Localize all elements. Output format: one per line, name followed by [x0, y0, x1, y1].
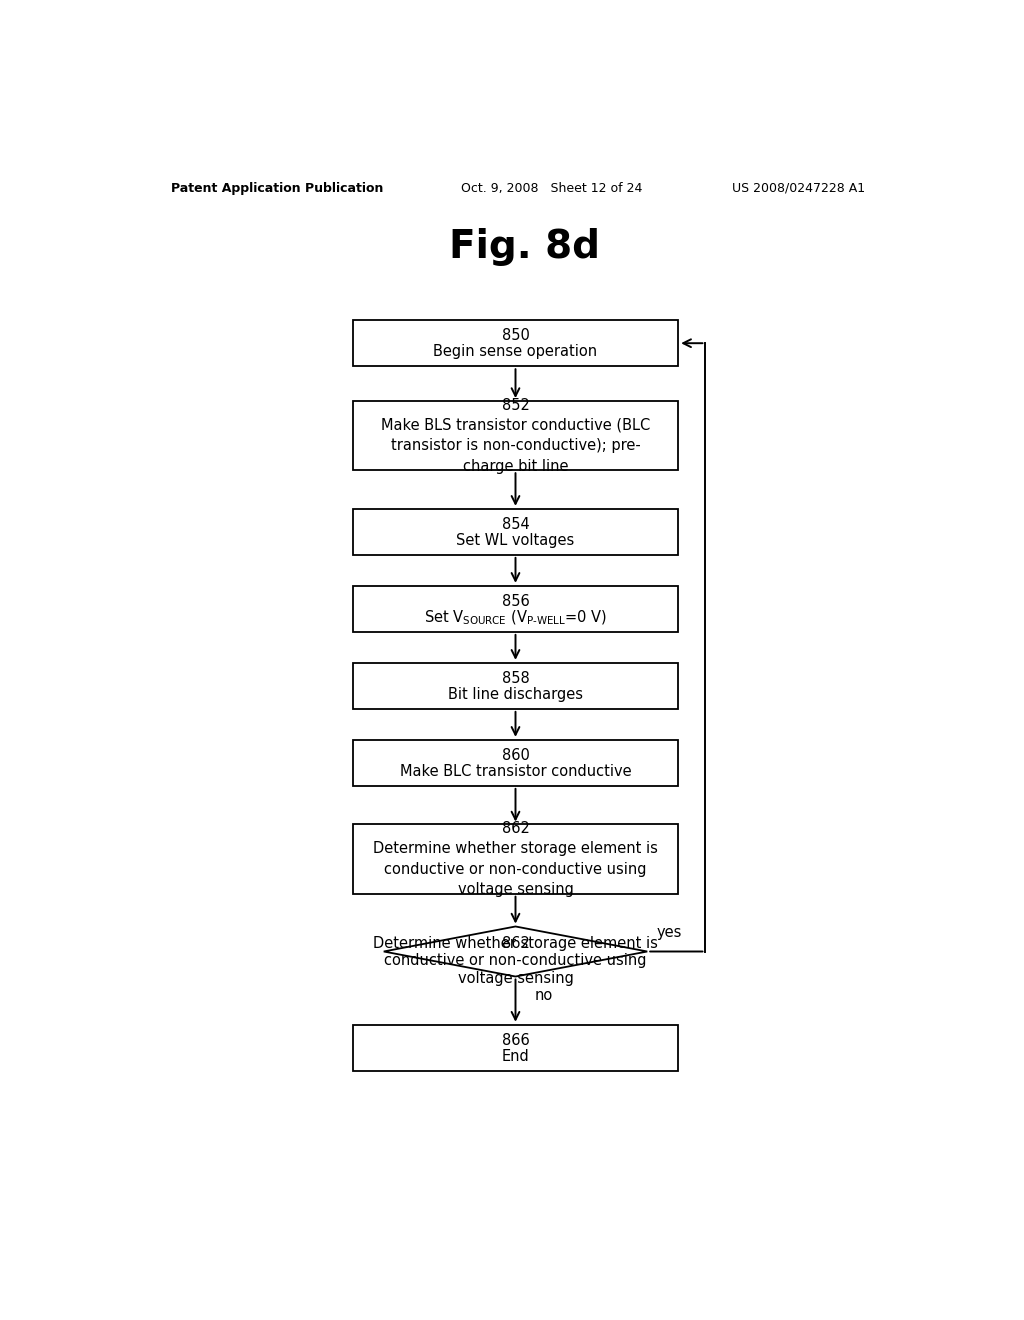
- FancyBboxPatch shape: [352, 586, 678, 632]
- Text: US 2008/0247228 A1: US 2008/0247228 A1: [732, 182, 865, 194]
- FancyBboxPatch shape: [352, 663, 678, 709]
- Polygon shape: [384, 927, 647, 977]
- FancyBboxPatch shape: [352, 508, 678, 554]
- Text: Begin sense operation: Begin sense operation: [433, 345, 598, 359]
- Text: 862: 862: [502, 936, 529, 952]
- Text: 862
Determine whether storage element is
conductive or non-conductive using
volt: 862 Determine whether storage element is…: [373, 821, 658, 898]
- Text: Patent Application Publication: Patent Application Publication: [171, 182, 383, 194]
- Text: End: End: [502, 1048, 529, 1064]
- Text: Make BLC transistor conductive: Make BLC transistor conductive: [399, 764, 632, 779]
- Text: yes: yes: [656, 925, 682, 940]
- Text: Determine whether storage element is
conductive or non-conductive using
voltage : Determine whether storage element is con…: [373, 936, 658, 986]
- Text: 852
Make BLS transistor conductive (BLC
transistor is non-conductive); pre-
char: 852 Make BLS transistor conductive (BLC …: [381, 397, 650, 474]
- Text: Fig. 8d: Fig. 8d: [450, 227, 600, 265]
- FancyBboxPatch shape: [352, 401, 678, 470]
- Text: Oct. 9, 2008   Sheet 12 of 24: Oct. 9, 2008 Sheet 12 of 24: [461, 182, 643, 194]
- FancyBboxPatch shape: [352, 321, 678, 367]
- FancyBboxPatch shape: [352, 739, 678, 785]
- Text: Set $\mathregular{V_{SOURCE}}$ ($\mathregular{V_{P\text{-}WELL}}$=0 V): Set $\mathregular{V_{SOURCE}}$ ($\mathre…: [424, 609, 607, 627]
- Text: 858: 858: [502, 671, 529, 685]
- Text: 856: 856: [502, 594, 529, 609]
- FancyBboxPatch shape: [352, 825, 678, 894]
- Text: no: no: [535, 989, 553, 1003]
- Text: Bit line discharges: Bit line discharges: [449, 686, 583, 702]
- Text: 866: 866: [502, 1032, 529, 1048]
- Text: Set WL voltages: Set WL voltages: [457, 533, 574, 548]
- Text: 860: 860: [502, 747, 529, 763]
- Text: 850: 850: [502, 327, 529, 343]
- Text: 854: 854: [502, 516, 529, 532]
- FancyBboxPatch shape: [352, 1024, 678, 1071]
